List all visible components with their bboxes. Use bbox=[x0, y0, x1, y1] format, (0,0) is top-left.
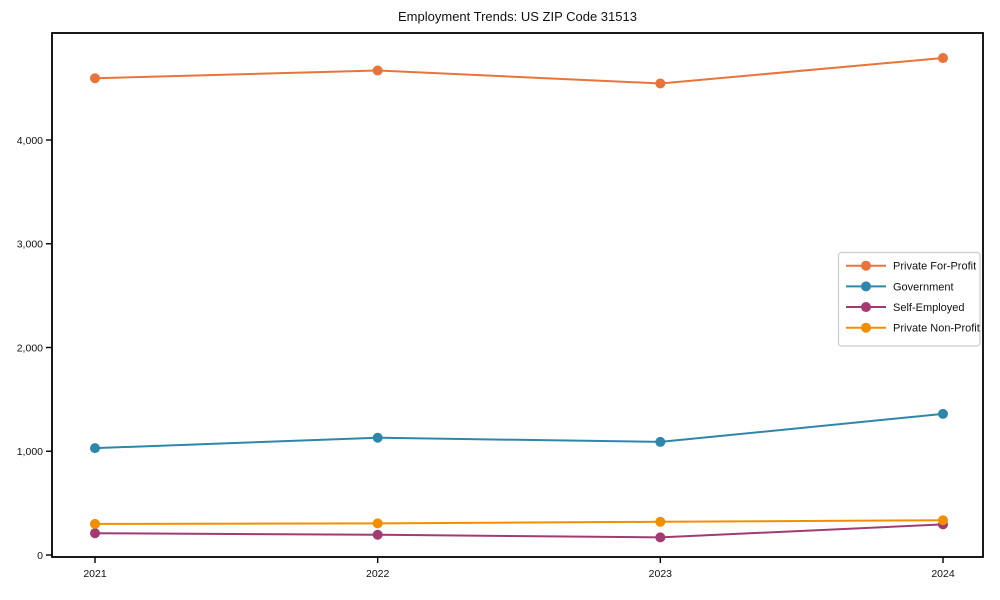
legend-label: Self-Employed bbox=[893, 302, 965, 314]
y-axis-tick-label: 1,000 bbox=[17, 446, 43, 458]
series-line-self-employed bbox=[94, 523, 945, 539]
data-point-private-for-profit-2023 bbox=[655, 78, 666, 89]
legend-marker-icon bbox=[861, 302, 871, 313]
legend-marker-icon bbox=[861, 322, 871, 333]
data-point-private-non-profit-2024 bbox=[938, 515, 949, 526]
legend-item-private-non-profit: Private Non-Profit bbox=[846, 323, 980, 335]
y-axis-tick-label: 4,000 bbox=[17, 135, 43, 147]
y-axis-tick-label: 3,000 bbox=[17, 239, 43, 251]
data-point-self-employed-2023 bbox=[655, 532, 666, 543]
legend-item-private-for-profit: Private For-Profit bbox=[846, 261, 976, 273]
legend-item-self-employed: Self-Employed bbox=[846, 302, 965, 314]
data-point-government-2021 bbox=[90, 443, 100, 454]
data-point-private-non-profit-2021 bbox=[90, 518, 100, 529]
legend-label: Private For-Profit bbox=[893, 261, 976, 273]
x-axis-tick-label: 2022 bbox=[366, 568, 390, 580]
data-point-self-employed-2022 bbox=[372, 529, 383, 540]
x-axis-tick-label: 2021 bbox=[83, 568, 107, 580]
legend-label: Private Non-Profit bbox=[893, 323, 980, 335]
legend-label: Government bbox=[893, 281, 954, 293]
series-line-private-non-profit bbox=[94, 519, 945, 525]
legend: Private For-Profit Government Self-Employe… bbox=[837, 251, 981, 347]
data-point-private-non-profit-2023 bbox=[655, 516, 666, 527]
data-point-private-for-profit-2021 bbox=[90, 73, 100, 84]
legend-marker-icon bbox=[861, 260, 871, 271]
data-point-self-employed-2021 bbox=[90, 528, 100, 539]
legend-box bbox=[837, 251, 981, 347]
data-point-private-non-profit-2022 bbox=[372, 518, 383, 529]
data-point-private-for-profit-2022 bbox=[372, 65, 383, 76]
y-axis-tick-label: 0 bbox=[37, 550, 43, 562]
data-point-private-for-profit-2024 bbox=[938, 53, 949, 64]
x-axis-tick-label: 2023 bbox=[649, 568, 673, 580]
data-point-government-2022 bbox=[372, 432, 383, 443]
data-point-government-2023 bbox=[655, 436, 666, 447]
legend-item-government: Government bbox=[846, 281, 954, 293]
series-line-government bbox=[94, 412, 945, 450]
x-axis-tick-label: 2024 bbox=[931, 568, 955, 580]
chart-title: Employment Trends: US ZIP Code 31513 bbox=[398, 9, 637, 24]
legend-marker-icon bbox=[861, 281, 871, 292]
data-point-government-2024 bbox=[938, 408, 949, 419]
series-line-private-for-profit bbox=[94, 57, 945, 85]
plot-frame bbox=[51, 32, 984, 558]
y-axis-tick-label: 2,000 bbox=[17, 342, 43, 354]
